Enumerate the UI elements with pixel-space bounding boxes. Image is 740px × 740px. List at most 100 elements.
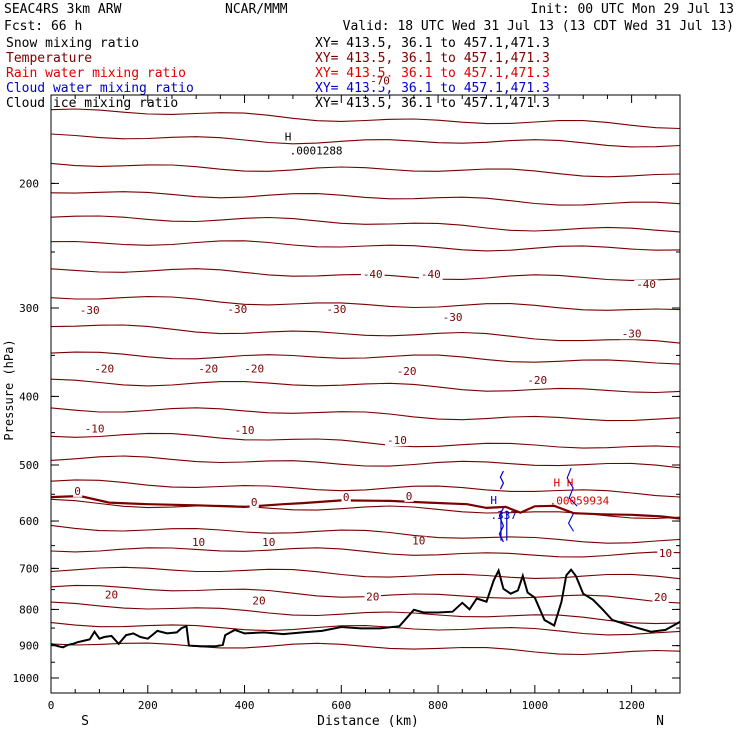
field-name: Cloud ice mixing ratio: [6, 96, 178, 111]
y-tick-label: 900: [19, 640, 39, 653]
field-xy: XY= 413.5, 36.1 to 457.1,471.3: [315, 66, 550, 81]
isotherm-label: -30: [327, 303, 347, 316]
isotherm-label-mask: [77, 306, 102, 317]
isotherm-label-mask: [82, 424, 107, 435]
x-tick-label: 1200: [618, 699, 645, 712]
isotherm-label-mask: [634, 279, 658, 290]
forecast-hour: Fcst: 66 h: [4, 19, 82, 34]
isotherm-label-mask: [242, 364, 267, 375]
isotherm-label: 10: [262, 536, 275, 549]
freezing-level-line: [50, 494, 681, 520]
rain-max-value: .00059934: [550, 494, 610, 507]
field-xy: XY= 413.5, 36.1 to 457.1,471.3: [315, 96, 550, 111]
isotherm-label: 20: [252, 594, 265, 607]
y-axis-title: Pressure (hPa): [2, 339, 16, 440]
x-tick-label: 800: [428, 699, 448, 712]
isotherm-line: [51, 622, 680, 636]
x-axis-north-label: N: [656, 714, 664, 729]
field-name: Rain water mixing ratio: [6, 66, 186, 81]
isotherm-label: 10: [412, 535, 425, 548]
field-xy: XY= 413.5, 36.1 to 457.1,471.3: [315, 81, 550, 96]
isotherm-line: [51, 432, 680, 449]
isotherm-label: 20: [366, 590, 379, 603]
init-time: Init: 00 UTC Mon 29 Jul 13: [531, 2, 735, 17]
isotherm-label: 10: [192, 536, 205, 549]
isotherm-label: -10: [235, 424, 255, 437]
org-label: NCAR/MMM: [225, 2, 288, 17]
field-name: Snow mixing ratio: [6, 36, 139, 51]
cloud-water-max-marker: H: [490, 494, 497, 507]
isotherm-line: [51, 351, 680, 365]
isotherm-label-mask: [360, 269, 385, 280]
isotherm-label: 0: [406, 490, 413, 503]
rain-contour: [566, 467, 578, 532]
field-name: Cloud water mixing ratio: [6, 81, 194, 96]
isotherm-line: [51, 324, 680, 344]
isotherm-label-mask: [440, 313, 465, 324]
isotherm-label-mask: [92, 364, 117, 375]
isotherm-label-mask: [103, 590, 120, 601]
isotherm-label-mask: [196, 364, 221, 375]
isotherm-label-mask: [190, 538, 207, 549]
x-axis-south-label: S: [81, 714, 89, 729]
isotherm-label: -20: [397, 365, 417, 378]
isotherm-line: [51, 240, 680, 252]
isotherm-label: -30: [227, 303, 247, 316]
x-tick-label: 1000: [522, 699, 549, 712]
y-tick-label: 200: [19, 177, 39, 190]
isotherm-line: [51, 524, 680, 544]
isotherm-label: -40: [636, 278, 656, 291]
isotherm-line: [51, 407, 680, 422]
isotherm-label-mask: [324, 305, 349, 316]
y-tick-label: 1000: [13, 672, 40, 685]
isotherm-line: [51, 566, 680, 580]
isotherm-line: [51, 133, 680, 148]
isotherm-label: -30: [80, 304, 100, 317]
header: SEAC4RS 3km ARW NCAR/MMM Init: 00 UTC Mo…: [4, 2, 734, 34]
isotherm-label: 0: [251, 496, 258, 509]
rain-contours: H H .00059934: [550, 467, 610, 532]
isotherm-labels: -63-74.88-74.95-73.36-72.57-70-40-40-40-…: [73, 75, 674, 607]
isotherm-label: 20: [105, 588, 118, 601]
isotherm-label: 0: [74, 485, 81, 498]
field-xy: XY= 413.5, 36.1 to 457.1,471.3: [315, 51, 550, 66]
isotherm-label: -40: [363, 268, 383, 281]
valid-time: Valid: 18 UTC Wed 31 Jul 13 (13 CDT Wed …: [343, 19, 734, 34]
isotherm-label: 0: [343, 491, 350, 504]
isotherm-label: -20: [94, 362, 114, 375]
field-legend: Snow mixing ratio XY= 413.5, 36.1 to 457.…: [6, 36, 550, 111]
isotherm-label: -30: [622, 327, 642, 340]
isotherm-label: -20: [198, 362, 218, 375]
isotherm-line: [51, 108, 680, 130]
terrain-surface-line: [50, 567, 681, 649]
x-axis-title: Distance (km): [317, 714, 419, 729]
y-tick-label: 800: [19, 603, 39, 616]
isotherm-label-mask: [364, 592, 381, 603]
y-tick-label: 700: [19, 562, 39, 575]
isotherm-label: -20: [244, 362, 264, 375]
isotherm-label-mask: [249, 497, 259, 508]
isotherm-line: [51, 601, 680, 625]
isotherm-label-mask: [385, 436, 409, 447]
isotherm-line: [51, 296, 680, 311]
y-tick-label: 400: [19, 390, 39, 403]
isotherm-label-mask: [341, 492, 351, 503]
isotherm-label: -20: [527, 374, 547, 387]
isotherm-label: -70: [370, 75, 390, 88]
isotherm-label-mask: [232, 425, 257, 436]
isotherm-lines: [51, 108, 680, 656]
isotherm-label-mask: [619, 329, 644, 340]
field-name: Temperature: [6, 51, 92, 66]
isotherm-line: [51, 162, 680, 178]
isotherm-label: -40: [421, 268, 441, 281]
y-tick-label: 600: [19, 515, 39, 528]
x-tick-label: 0: [48, 699, 55, 712]
cloud-water-contours: H .337: [490, 470, 517, 543]
isotherm-label-mask: [225, 305, 250, 316]
x-tick-label: 200: [138, 699, 158, 712]
x-tick-label: 400: [235, 699, 255, 712]
isotherm-line: [51, 547, 680, 558]
isotherm-line: [51, 642, 680, 656]
